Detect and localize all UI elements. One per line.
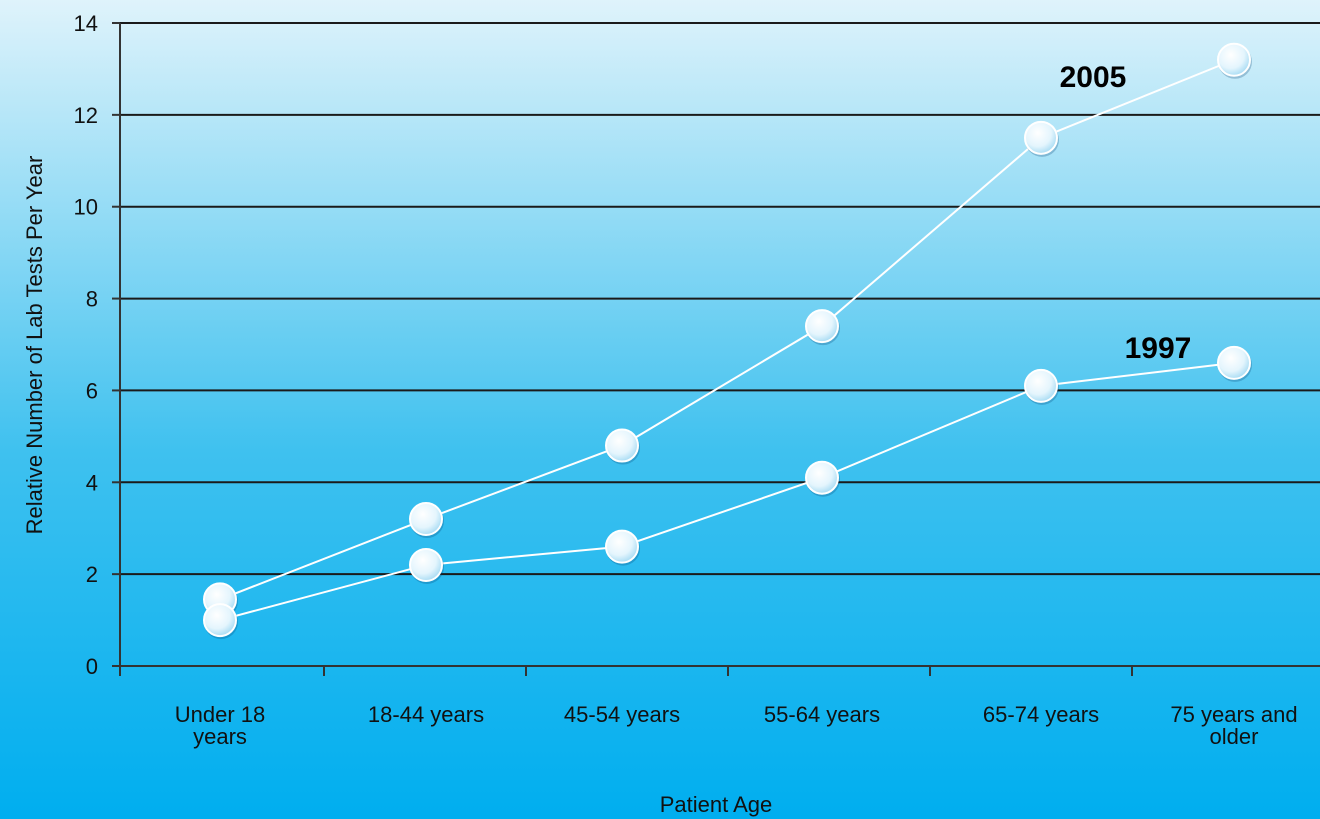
x-tick-label: 18-44 years bbox=[368, 702, 484, 727]
axes bbox=[112, 22, 1320, 676]
data-point bbox=[1024, 120, 1058, 155]
gridlines bbox=[120, 22, 1320, 576]
x-tick-label: 55-64 years bbox=[764, 702, 880, 727]
data-point bbox=[605, 529, 639, 564]
data-point bbox=[409, 547, 443, 582]
y-tick-label: 8 bbox=[86, 287, 98, 312]
y-tick-label: 12 bbox=[74, 103, 98, 128]
data-point bbox=[1024, 368, 1058, 403]
x-tick-label: 65-74 years bbox=[983, 702, 1099, 727]
y-tick-label: 4 bbox=[86, 470, 98, 495]
y-tick-label: 0 bbox=[86, 654, 98, 679]
data-point bbox=[1217, 345, 1251, 380]
data-point bbox=[203, 603, 237, 638]
data-point bbox=[409, 502, 443, 537]
y-axis-title: Relative Number of Lab Tests Per Year bbox=[22, 156, 47, 535]
data-point bbox=[805, 460, 839, 495]
labels: 0 2 4 6 8 10 12 14 Under 18 years 18-44 years 45-54… bbox=[74, 11, 1298, 749]
y-tick-label: 14 bbox=[74, 11, 98, 36]
x-tick-label: 75 years and older bbox=[1170, 702, 1297, 749]
y-tick-label: 10 bbox=[74, 195, 98, 220]
series-label: 1997 bbox=[1125, 332, 1192, 365]
series-line bbox=[219, 58, 1235, 601]
data-point bbox=[805, 309, 839, 344]
y-tick-label: 6 bbox=[86, 378, 98, 403]
x-tick-label: Under 18 years bbox=[175, 702, 266, 749]
series-label: 2005 bbox=[1060, 61, 1127, 94]
y-tick-label: 2 bbox=[86, 562, 98, 587]
x-axis-title: Patient Age bbox=[660, 792, 773, 817]
data-point bbox=[1217, 42, 1251, 77]
series bbox=[203, 42, 1252, 640]
data-point bbox=[605, 428, 639, 463]
x-tick-label: 45-54 years bbox=[564, 702, 680, 727]
series-line bbox=[219, 361, 1235, 622]
